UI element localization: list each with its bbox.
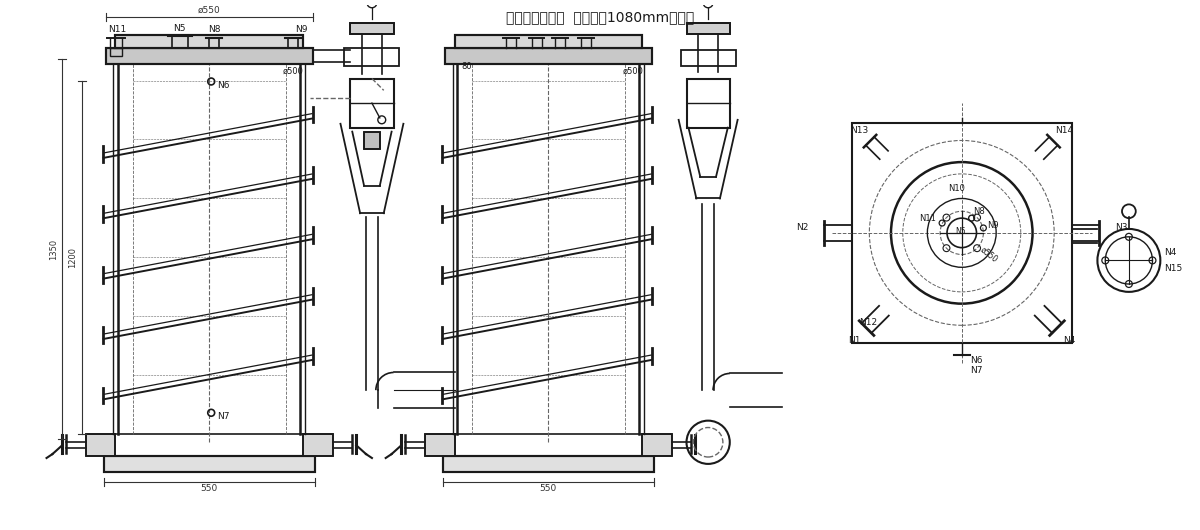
- Bar: [443, 456, 654, 472]
- Bar: [115, 36, 304, 48]
- Bar: [445, 48, 652, 64]
- Bar: [115, 36, 304, 48]
- Bar: [425, 435, 455, 456]
- Bar: [445, 48, 652, 64]
- Text: 1350: 1350: [49, 238, 58, 260]
- Bar: [86, 435, 115, 456]
- Text: N13: N13: [850, 126, 868, 135]
- Text: N4: N4: [1063, 336, 1075, 345]
- Bar: [103, 456, 314, 472]
- Bar: [686, 78, 730, 128]
- Text: N3: N3: [1115, 224, 1127, 233]
- Text: ø500: ø500: [622, 67, 643, 76]
- Bar: [642, 435, 672, 456]
- Text: ø500: ø500: [283, 67, 304, 76]
- Bar: [344, 48, 400, 66]
- Bar: [103, 456, 314, 472]
- Text: 1200: 1200: [68, 247, 78, 268]
- Bar: [443, 456, 654, 472]
- Text: N5: N5: [174, 24, 186, 33]
- Text: N14: N14: [1056, 126, 1074, 135]
- Bar: [686, 22, 730, 34]
- Bar: [304, 435, 332, 456]
- Bar: [455, 36, 642, 48]
- Bar: [86, 435, 115, 456]
- Text: 80: 80: [461, 62, 472, 71]
- Text: N11: N11: [919, 214, 936, 223]
- Text: N15: N15: [1164, 264, 1182, 273]
- Text: ø550: ø550: [198, 5, 221, 14]
- Text: N7: N7: [970, 366, 982, 375]
- Text: N4: N4: [1164, 248, 1177, 257]
- Text: 550: 550: [540, 484, 557, 493]
- Text: 550: 550: [200, 484, 218, 493]
- Text: N10: N10: [948, 184, 965, 193]
- Text: N7: N7: [217, 412, 229, 421]
- Text: ø550: ø550: [979, 245, 1000, 264]
- Bar: [106, 48, 313, 64]
- Text: N11: N11: [108, 25, 127, 34]
- Bar: [364, 131, 379, 149]
- Text: N12: N12: [859, 318, 877, 327]
- Bar: [455, 36, 642, 48]
- Bar: [686, 22, 730, 34]
- Text: N1: N1: [847, 336, 860, 345]
- Text: N2: N2: [797, 224, 809, 233]
- Text: N6: N6: [217, 81, 229, 90]
- Bar: [350, 22, 394, 34]
- Text: N9: N9: [988, 220, 1000, 229]
- Bar: [680, 50, 736, 66]
- Text: N9: N9: [295, 25, 307, 34]
- Bar: [106, 48, 313, 64]
- Text: N5: N5: [955, 227, 966, 236]
- Bar: [350, 78, 394, 128]
- Text: N8: N8: [208, 25, 221, 34]
- Bar: [852, 123, 1072, 343]
- Text: 立式煮气排水器  水封高度1080mm确认图: 立式煮气排水器 水封高度1080mm确认图: [506, 11, 694, 24]
- Text: N8: N8: [973, 207, 985, 216]
- Bar: [350, 22, 394, 34]
- Bar: [110, 48, 122, 56]
- Bar: [364, 131, 379, 149]
- Bar: [642, 435, 672, 456]
- Bar: [425, 435, 455, 456]
- Text: N6: N6: [970, 356, 982, 365]
- Bar: [304, 435, 332, 456]
